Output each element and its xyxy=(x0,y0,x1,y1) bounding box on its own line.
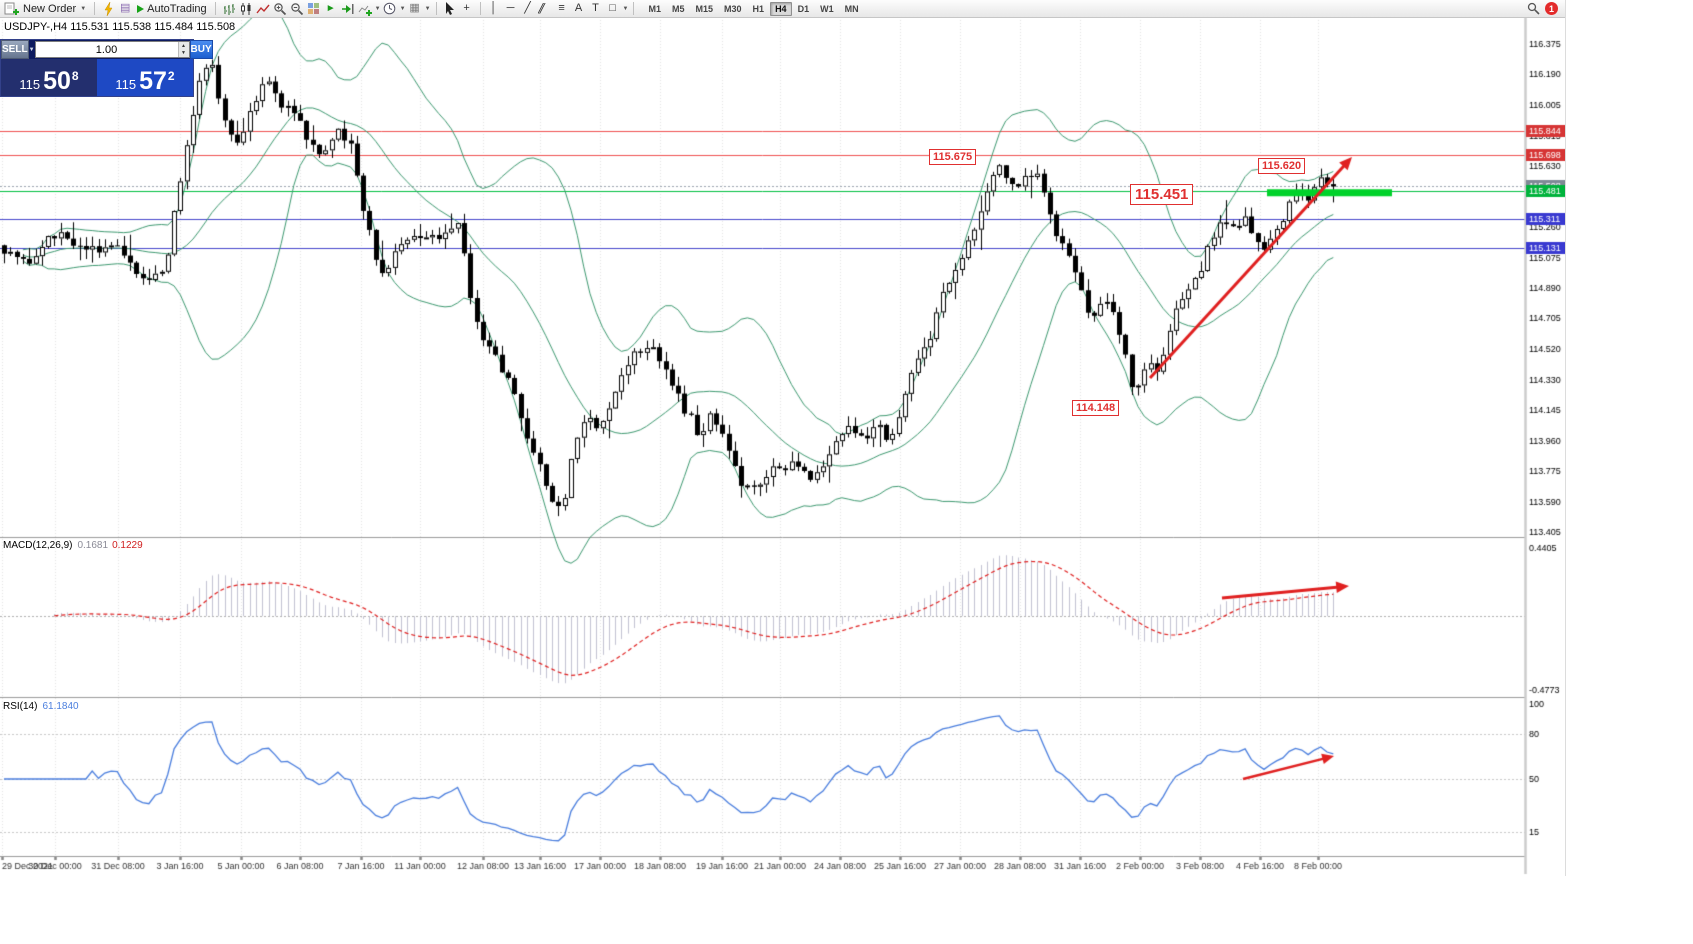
tf-button-mn[interactable]: MN xyxy=(844,3,859,14)
indicators-icon[interactable] xyxy=(357,1,373,16)
zoom-in-icon[interactable] xyxy=(272,1,288,16)
mt4-window: New Order ▼ ▤ AutoTrading ► xyxy=(0,0,1566,876)
new-order-button[interactable]: New Order ▼ xyxy=(20,1,89,17)
buy-price-button[interactable]: 115 57 2 xyxy=(97,59,193,96)
trendline-icon[interactable]: ╱ xyxy=(524,2,531,14)
macd-header: MACD(12,26,9) 0.1681 0.1229 xyxy=(3,540,143,551)
periods-clock-icon[interactable] xyxy=(382,1,398,16)
buy-price-prefix: 115 xyxy=(115,77,137,92)
autotrading-button[interactable]: AutoTrading xyxy=(134,1,210,17)
channel-icon[interactable]: ╱╱ xyxy=(538,3,546,14)
buy-price-sup: 2 xyxy=(167,69,175,83)
buy-price-big: 57 xyxy=(139,67,167,95)
volume-stepper: ▲ ▼ xyxy=(177,42,189,57)
news-icon[interactable]: ▤ xyxy=(119,2,131,14)
search-icon[interactable] xyxy=(1525,1,1541,16)
cursor-icon[interactable] xyxy=(442,1,458,16)
fibonacci-icon[interactable]: ≡ xyxy=(558,2,565,14)
macd-value-signal: 0.1229 xyxy=(112,540,143,551)
crosshair-icon[interactable]: + xyxy=(463,2,470,14)
templates-icon[interactable]: ▦ xyxy=(409,2,420,14)
toolbar-separator xyxy=(479,2,481,15)
time-axis[interactable] xyxy=(0,856,1525,876)
timeframe-group: M1 M5 M15 M30 H1 H4 D1 W1 MN xyxy=(643,1,863,16)
toolbar: New Order ▼ ▤ AutoTrading ► xyxy=(0,0,1565,18)
notification-badge[interactable]: 1 xyxy=(1545,2,1558,15)
macd-name: MACD(12,26,9) xyxy=(3,540,73,551)
bar-chart-icon[interactable] xyxy=(221,1,237,16)
main-chart-region[interactable] xyxy=(0,18,1525,537)
tf-button-m5[interactable]: M5 xyxy=(672,3,685,14)
toolbar-separator xyxy=(633,2,635,15)
auto-scroll-icon[interactable]: ► xyxy=(325,2,336,14)
new-order-label: New Order xyxy=(23,2,77,15)
rsi-panel-region[interactable] xyxy=(0,698,1525,855)
macd-panel-region[interactable] xyxy=(0,538,1525,697)
zoom-out-icon[interactable] xyxy=(289,1,305,16)
tf-button-h4[interactable]: H4 xyxy=(770,1,792,16)
chevron-down-icon[interactable]: ▼ xyxy=(28,46,35,53)
spin-up-icon[interactable]: ▲ xyxy=(178,42,189,50)
tf-button-m30[interactable]: M30 xyxy=(724,3,742,14)
horizontal-line-icon[interactable]: ─ xyxy=(506,2,515,14)
chevron-down-icon[interactable]: ▼ xyxy=(374,5,381,12)
rsi-name: RSI(14) xyxy=(3,701,38,712)
expert-advisors-icon[interactable] xyxy=(100,1,116,16)
rsi-header: RSI(14) 61.1840 xyxy=(3,701,79,712)
sell-price-prefix: 115 xyxy=(19,77,41,92)
new-order-icon[interactable] xyxy=(3,1,19,16)
tf-button-d1[interactable]: D1 xyxy=(797,3,810,14)
tile-windows-icon[interactable] xyxy=(306,1,322,16)
sell-price-big: 50 xyxy=(43,67,71,95)
toolbar-separator xyxy=(94,2,96,15)
chevron-down-icon[interactable]: ▼ xyxy=(399,5,406,12)
tf-button-h1[interactable]: H1 xyxy=(752,3,765,14)
vertical-line-icon[interactable]: │ xyxy=(490,2,497,14)
tf-button-m15[interactable]: M15 xyxy=(695,3,714,14)
buy-button[interactable]: BUY xyxy=(189,40,213,59)
macd-value-main: 0.1681 xyxy=(77,540,109,551)
chevron-down-icon[interactable]: ▼ xyxy=(622,5,629,12)
text-icon[interactable]: A xyxy=(574,2,583,14)
toolbar-separator xyxy=(214,2,216,15)
sell-button[interactable]: SELL xyxy=(1,40,29,59)
toolbar-separator xyxy=(435,2,437,15)
chevron-down-icon[interactable]: ▼ xyxy=(424,5,431,12)
toolbar-right-group: 1 xyxy=(1525,1,1562,16)
tf-button-m1[interactable]: M1 xyxy=(648,3,661,14)
symbol-ohlc-header: USDJPY-,H4 115.531 115.538 115.484 115.5… xyxy=(4,21,236,33)
price-axis[interactable] xyxy=(1525,18,1565,856)
sell-price-button[interactable]: 115 50 8 xyxy=(1,59,97,96)
autotrading-play-icon xyxy=(137,4,145,13)
volume-box: ▲ ▼ xyxy=(34,41,190,58)
chart-shift-icon[interactable] xyxy=(340,1,356,16)
candlestick-chart-icon[interactable] xyxy=(238,1,254,16)
sell-price-sup: 8 xyxy=(71,69,79,83)
label-icon[interactable]: T xyxy=(592,2,599,14)
chevron-down-icon: ▼ xyxy=(80,5,87,12)
shapes-icon[interactable]: □ xyxy=(609,2,616,14)
rsi-value: 61.1840 xyxy=(42,701,79,712)
spin-down-icon[interactable]: ▼ xyxy=(178,49,189,57)
autotrading-label: AutoTrading xyxy=(147,2,207,15)
volume-input[interactable] xyxy=(35,42,178,57)
line-chart-icon[interactable] xyxy=(255,1,271,16)
tf-button-w1[interactable]: W1 xyxy=(820,3,834,14)
